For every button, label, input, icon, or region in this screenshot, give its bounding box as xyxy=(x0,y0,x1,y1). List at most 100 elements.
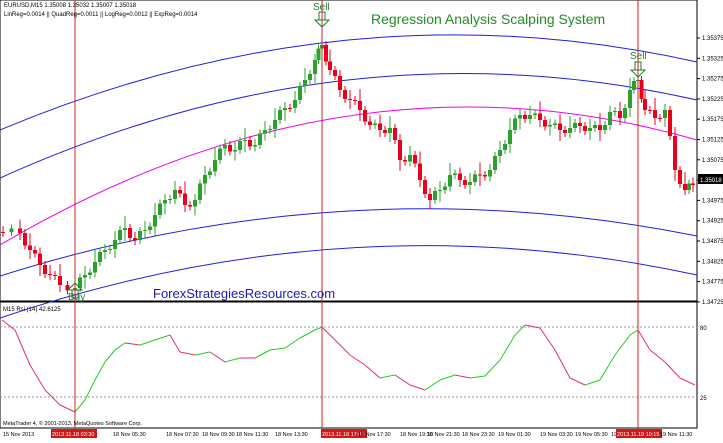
time-tick-label: 18 Nov 09:30 xyxy=(202,432,235,438)
rsi-segment xyxy=(679,377,696,386)
current-price: 1.35018 xyxy=(700,178,722,184)
candle xyxy=(243,128,247,152)
price-tick-label: 1.35225 xyxy=(702,97,723,103)
candle xyxy=(78,273,82,292)
candle xyxy=(613,107,617,116)
candle xyxy=(253,139,257,152)
candle xyxy=(18,219,22,240)
candle xyxy=(188,201,192,211)
time-tick-label: 18 Nov 05:30 xyxy=(113,432,146,438)
candle xyxy=(258,129,262,149)
rsi-segment xyxy=(629,329,639,336)
candle xyxy=(373,119,377,129)
rsi-segment xyxy=(104,349,116,363)
candle xyxy=(503,140,507,154)
candle xyxy=(538,101,542,127)
channel-lower-outer xyxy=(0,245,698,319)
rsi-segment xyxy=(484,359,501,377)
candle xyxy=(118,226,122,244)
rsi-segment xyxy=(554,349,571,379)
candle xyxy=(673,127,677,181)
time-tick-label: 18 Nov 21:30 xyxy=(427,432,460,438)
time-tick-label: 18 Nov 17:30 xyxy=(358,432,391,438)
rsi-segment xyxy=(179,351,196,356)
candle xyxy=(658,114,662,122)
candle xyxy=(418,151,422,187)
candle xyxy=(583,122,587,135)
rsi-segment xyxy=(439,374,456,381)
regression-channels xyxy=(0,34,698,319)
rsi-axis-80: 80 xyxy=(700,326,707,332)
rsi-segment xyxy=(321,326,336,341)
candle xyxy=(168,195,172,204)
candle xyxy=(238,137,242,154)
rsi-segment xyxy=(314,326,323,331)
candle xyxy=(38,247,42,276)
candle xyxy=(248,136,252,151)
rsi-segment xyxy=(169,334,181,353)
candle xyxy=(483,171,487,181)
candle xyxy=(443,182,447,194)
candle xyxy=(273,108,277,138)
rsi-segment xyxy=(94,361,106,381)
rsi-segment xyxy=(74,399,86,413)
price-tick-label: 1.35125 xyxy=(702,138,723,144)
rsi-line xyxy=(1,319,696,413)
time-tick-label: 18 Nov 23:30 xyxy=(462,432,495,438)
candle xyxy=(578,117,582,133)
rsi-pane[interactable] xyxy=(0,301,698,429)
candle xyxy=(363,106,367,126)
candle xyxy=(448,163,452,192)
candle xyxy=(548,119,552,136)
rsi-segment xyxy=(284,337,301,349)
candle xyxy=(388,116,392,142)
price-tick-label: 1.35075 xyxy=(702,158,723,164)
time-tick-label: 19 Nov 05:30 xyxy=(575,432,608,438)
rsi-segment xyxy=(454,374,471,379)
candle xyxy=(33,246,37,258)
sell-label-1: Sell xyxy=(313,2,330,13)
candle xyxy=(568,116,572,138)
regression-midline xyxy=(0,106,698,246)
price-tick-label: 1.34875 xyxy=(702,239,723,245)
candle xyxy=(128,224,132,242)
candle xyxy=(691,177,695,192)
candle xyxy=(558,114,562,141)
candle xyxy=(228,141,232,156)
price-pane[interactable] xyxy=(0,0,698,302)
rsi-segment xyxy=(224,357,241,363)
candle xyxy=(58,264,62,292)
candle xyxy=(293,91,297,113)
candle xyxy=(324,41,328,66)
time-tick-label: 2013.11.18 03:30 xyxy=(52,432,94,438)
time-tick-label: 2013.11.18 17:00 xyxy=(322,432,364,438)
candle xyxy=(683,172,687,195)
candle xyxy=(148,222,152,234)
chart-title: Regression Analysis Scalping System xyxy=(371,11,605,27)
time-tick-label: 19 Nov 11:30 xyxy=(660,432,692,438)
candle xyxy=(333,66,337,80)
candle xyxy=(608,106,612,130)
candle xyxy=(573,119,577,132)
candle xyxy=(513,114,517,134)
rsi-segment xyxy=(209,351,226,363)
candle xyxy=(223,139,227,156)
rsi-segment xyxy=(649,349,666,363)
candle xyxy=(178,186,182,198)
candle xyxy=(413,151,417,168)
rsi-segment xyxy=(584,379,601,386)
rsi-segment xyxy=(124,342,141,346)
candle xyxy=(488,164,492,182)
rsi-segment xyxy=(269,347,286,351)
rsi-segment xyxy=(664,361,681,379)
candle xyxy=(233,141,237,161)
candle xyxy=(98,248,102,266)
candle xyxy=(208,167,212,179)
candle xyxy=(23,229,27,250)
candle xyxy=(158,199,162,219)
rsi-segment xyxy=(469,375,486,379)
rsi-segment xyxy=(514,324,526,336)
candle xyxy=(133,232,137,245)
candle xyxy=(163,194,167,215)
